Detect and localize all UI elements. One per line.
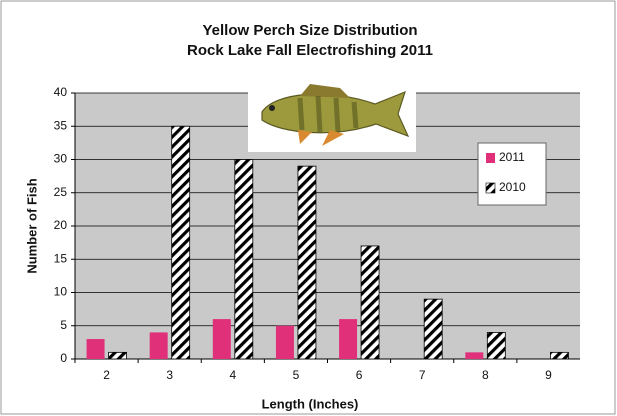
x-tick-label: 3	[166, 368, 173, 382]
y-tick-label: 25	[54, 185, 68, 199]
bar	[465, 352, 483, 359]
bar	[235, 160, 253, 360]
bar	[213, 319, 231, 359]
bar	[361, 246, 379, 359]
x-tick-label: 7	[419, 368, 426, 382]
x-tick-label: 2	[103, 368, 110, 382]
y-tick-label: 0	[60, 351, 67, 365]
x-tick-label: 6	[356, 368, 363, 382]
legend-label: 2010	[499, 180, 526, 194]
chart-title: Yellow Perch Size Distribution	[202, 22, 417, 39]
chart: Yellow Perch Size Distribution Rock Lake…	[0, 0, 617, 416]
x-tick-label: 8	[482, 368, 489, 382]
y-tick-label: 15	[54, 251, 68, 265]
x-axis-title: Length (Inches)	[262, 396, 359, 411]
bar	[172, 126, 190, 359]
y-tick-label: 20	[54, 218, 68, 232]
legend: 2011 2010	[478, 143, 546, 205]
chart-subtitle: Rock Lake Fall Electrofishing 2011	[187, 42, 433, 59]
y-tick-label: 10	[54, 285, 68, 299]
bar	[298, 166, 316, 359]
y-tick-label: 40	[54, 85, 68, 99]
bar	[109, 352, 127, 359]
fish-image	[248, 80, 416, 152]
y-axis-title: Number of Fish	[24, 178, 39, 273]
bar	[276, 326, 294, 359]
bar	[339, 319, 357, 359]
bar	[424, 299, 442, 359]
y-tick-label: 30	[54, 152, 68, 166]
y-tick-label: 5	[60, 318, 67, 332]
legend-swatch	[486, 183, 495, 193]
bar	[550, 352, 568, 359]
x-tick-label: 9	[545, 368, 552, 382]
bar	[487, 332, 505, 359]
legend-swatch	[486, 153, 495, 163]
x-tick-label: 4	[229, 368, 236, 382]
bar	[87, 339, 105, 359]
y-tick-label: 35	[54, 118, 68, 132]
legend-label: 2011	[499, 150, 525, 164]
x-tick-label: 5	[293, 368, 300, 382]
bar	[150, 332, 168, 359]
